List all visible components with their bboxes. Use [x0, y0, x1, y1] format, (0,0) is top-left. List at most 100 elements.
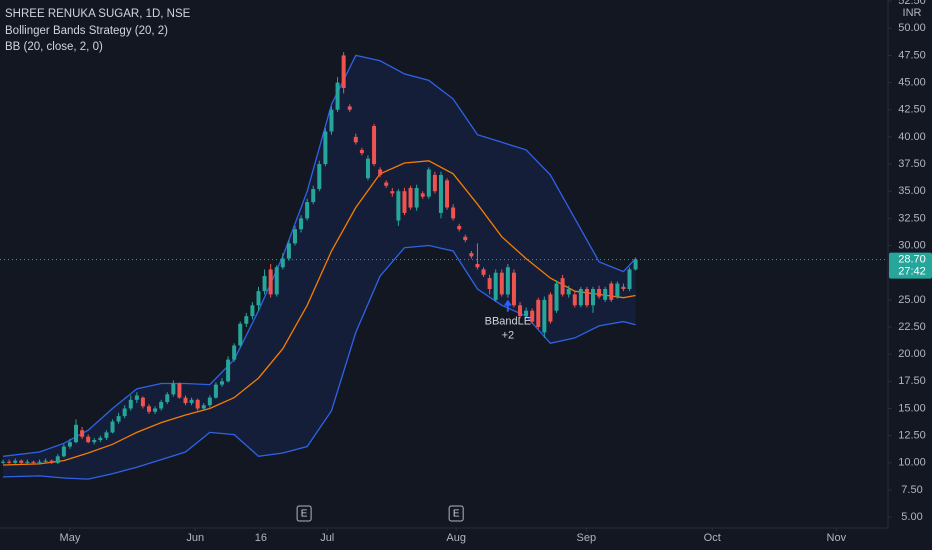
indicator-label: BB (20, close, 2, 0): [5, 41, 103, 53]
event-label: E: [301, 509, 308, 520]
candle-body: [365, 158, 370, 179]
band-lower: [2, 244, 636, 480]
candle-body: [566, 288, 571, 295]
countdown-label: 27:42: [898, 266, 926, 278]
candle-body: [554, 283, 559, 311]
candle-body: [560, 278, 565, 295]
candle-body: [43, 460, 48, 462]
candle-body: [426, 169, 431, 197]
x-tick-label: Oct: [704, 532, 721, 544]
band-fill: [3, 55, 636, 480]
candle-body: [299, 218, 304, 230]
candle-body: [280, 258, 285, 268]
candle-body: [396, 191, 401, 221]
candle-body: [457, 225, 462, 230]
band-upper: [2, 54, 637, 457]
candle-body: [438, 174, 443, 213]
candle-body: [481, 269, 486, 275]
x-tick-label: Jul: [320, 532, 334, 544]
y-tick-label: 7.50: [901, 484, 922, 496]
y-tick-label: 45.00: [898, 76, 926, 88]
candle-body: [195, 399, 200, 409]
candle-body: [159, 401, 164, 409]
candle-body: [584, 288, 589, 306]
candle-body: [548, 294, 553, 322]
candle-body: [220, 381, 224, 385]
candle-body: [104, 432, 109, 438]
y-tick-label: 52.50: [898, 0, 926, 7]
candle-body: [627, 269, 632, 289]
candle-body: [74, 424, 79, 443]
candle-body: [165, 394, 170, 402]
candle-body: [25, 461, 30, 463]
candle-body: [207, 397, 212, 406]
candle-body: [86, 436, 91, 443]
y-tick-label: 37.50: [898, 158, 926, 170]
candle-body: [384, 182, 389, 186]
candle-body: [378, 169, 383, 175]
y-tick-label: 35.00: [898, 185, 926, 197]
signal-qty: +2: [502, 330, 515, 342]
candle-body: [238, 323, 243, 346]
candle-body: [542, 299, 547, 333]
candle-body: [244, 316, 249, 324]
candle-body: [463, 236, 468, 241]
candle-body: [414, 187, 419, 208]
candle-body: [171, 383, 176, 395]
candle-body: [372, 126, 377, 165]
y-tick-label: 47.50: [898, 49, 926, 61]
candle-body: [177, 383, 182, 398]
y-tick-label: 17.50: [898, 375, 926, 387]
candle-body: [451, 207, 456, 219]
candle-body: [61, 446, 66, 457]
candle-body: [323, 131, 328, 165]
candle-body: [13, 460, 18, 463]
candle-body: [134, 395, 139, 400]
candle-body: [7, 461, 12, 463]
candle-body: [147, 406, 152, 412]
candle-body: [49, 460, 54, 463]
candle-body: [578, 288, 583, 306]
y-tick-label: 10.00: [898, 457, 926, 469]
plot-area: [0, 52, 888, 480]
y-tick-label: 42.50: [898, 104, 926, 116]
y-tick-label: 25.00: [898, 294, 926, 306]
candle-body: [226, 359, 231, 382]
candle-body: [493, 272, 498, 300]
x-tick-label: 16: [255, 532, 267, 544]
candle-body: [432, 174, 437, 192]
candle-body: [98, 437, 103, 440]
candle-body: [353, 136, 358, 143]
last-price-label: 28.70: [898, 254, 926, 266]
candle-body: [487, 278, 492, 289]
candle-body: [67, 442, 72, 447]
x-tick-label: Nov: [827, 532, 847, 544]
candle-body: [232, 345, 237, 360]
candle-body: [213, 384, 218, 398]
candle-body: [1, 461, 6, 463]
y-tick-label: 40.00: [898, 131, 926, 143]
band-basis: [2, 160, 636, 466]
candle-body: [92, 440, 97, 443]
candle-body: [597, 288, 602, 297]
candle-body: [475, 264, 480, 268]
candle-body: [341, 55, 346, 88]
y-tick-label: 5.00: [901, 511, 922, 523]
candle-body: [621, 286, 626, 289]
candle-body: [305, 202, 310, 219]
candle-body: [445, 180, 450, 208]
candle-body: [518, 305, 523, 317]
candle-body: [31, 461, 36, 463]
candle-body: [572, 294, 577, 306]
y-tick-label: 30.00: [898, 239, 926, 251]
signal-label: BBandLE: [485, 316, 531, 328]
y-tick-label: 15.00: [898, 402, 926, 414]
candle-body: [268, 269, 273, 295]
candle-body: [524, 310, 529, 317]
candle-body: [505, 267, 510, 295]
candle-body: [292, 229, 297, 244]
event-marker: [296, 505, 312, 522]
y-tick-label: 50.00: [898, 22, 926, 34]
